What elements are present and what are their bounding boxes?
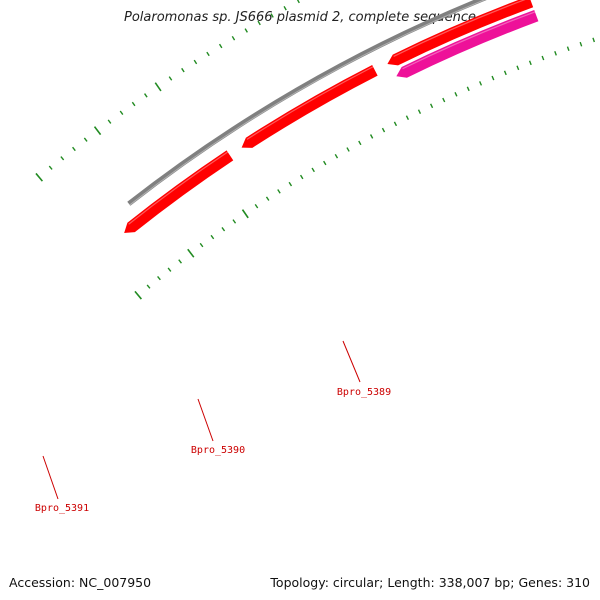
inner-tick [187,248,195,258]
accession-value: NC_007950 [79,575,152,590]
inner-tick [232,219,237,224]
outer-tick-ring [35,0,300,182]
backbone-arc [127,0,487,206]
gene-labels: Bpro_5389 Bpro_5390 Bpro_5391 [35,340,391,514]
gene-leader-line [42,455,59,500]
outer-tick [154,82,162,92]
inner-tick [479,81,483,86]
footer-accession: Accession: NC_007950 [9,575,151,590]
inner-tick [288,181,293,187]
inner-tick [277,189,281,194]
inner-tick [221,227,226,232]
outer-tick [72,146,76,152]
gene-leader-line [342,340,361,383]
inner-tick [405,115,410,120]
inner-tick [167,267,172,272]
footer-stats: Topology: circular; Length: 338,007 bp; … [270,575,590,590]
inner-tick [254,203,259,209]
inner-tick [442,97,446,103]
inner-tick [579,41,583,47]
gene-label[interactable]: Bpro_5389 [337,387,391,398]
inner-tick [566,46,570,52]
inner-tick [516,65,520,71]
gene-features [124,0,539,233]
inner-tick [346,147,350,152]
inner-tick [381,127,386,133]
gene-bpro-5390-shine [246,66,374,140]
inner-tick [393,121,398,127]
outer-tick [107,119,112,124]
outer-tick [93,126,102,136]
inner-tick [417,109,422,114]
inner-tick [241,209,249,219]
outer-tick [83,137,88,142]
inner-tick [541,55,545,61]
gene-bpro-5389a-shine [393,0,526,57]
inner-tick [311,167,315,173]
accession-label: Accession: [9,575,76,590]
outer-tick [270,13,274,18]
inner-tick [491,75,495,81]
outer-tick [143,93,148,98]
map-title: Polaromonas sp. JS666 plasmid 2, complet… [123,10,476,25]
inner-tick [503,70,507,76]
outer-tick [283,5,287,11]
inner-tick [299,174,304,180]
outer-tick [244,28,248,33]
gene-bpro-5389a[interactable] [387,0,534,66]
inner-tick [554,50,557,56]
outer-tick [168,76,173,81]
outer-tick [257,20,261,26]
length-value: 338,007 bp [438,575,511,590]
inner-tick [369,134,374,139]
gene-leader-line [197,398,214,442]
outer-tick [48,165,53,170]
inner-tick [334,153,339,159]
inner-tick [358,140,362,146]
inner-tick [199,242,204,248]
backbone-highlight [129,0,486,206]
genes-label: Genes: [518,575,563,590]
inner-tick [429,103,434,109]
inner-tick [157,275,161,281]
gene-bpro-5391-shine [128,151,229,225]
inner-tick [178,259,182,264]
topology-label: Topology: [270,575,329,590]
outer-tick [119,110,124,115]
gene-label[interactable]: Bpro_5390 [191,445,245,456]
gene-bpro-5389-shine [402,11,536,70]
inner-tick-ring [134,37,596,300]
backbone-ring [127,0,487,206]
outer-tick [218,43,223,49]
inner-tick [454,92,458,97]
inner-tick [146,284,151,289]
topology-value: circular [332,575,380,590]
inner-tick [134,290,142,300]
gene-bpro-5389[interactable] [396,10,539,78]
outer-tick [35,172,44,182]
inner-tick [265,196,270,201]
gene-bpro-5391[interactable] [124,150,234,233]
inner-tick [592,37,596,43]
outer-tick [131,101,136,107]
inner-tick [466,86,470,92]
gene-label[interactable]: Bpro_5391 [35,503,89,514]
gene-bpro-5390[interactable] [241,64,378,148]
outer-tick [206,51,210,57]
outer-tick [193,59,198,65]
outer-tick [231,35,236,41]
outer-tick [60,156,65,161]
outer-tick [296,0,300,4]
length-label: Length: [387,575,435,590]
inner-tick [528,60,532,66]
inner-tick [210,234,215,240]
genes-value: 310 [566,575,590,590]
outer-tick [181,67,185,73]
inner-tick [323,160,327,166]
